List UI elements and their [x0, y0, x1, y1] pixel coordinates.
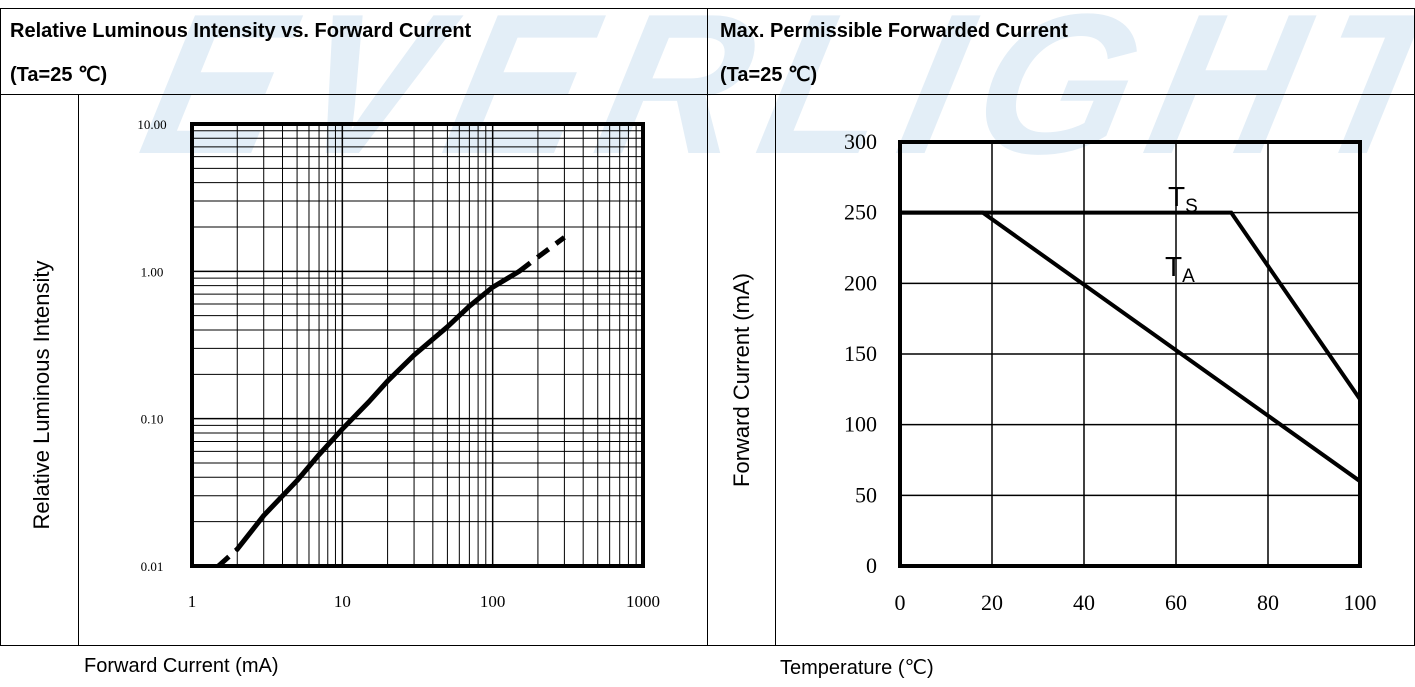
y-tick-label: 150	[844, 341, 877, 366]
derating-line-ts	[900, 210, 1362, 566]
intensity-curve	[234, 268, 522, 552]
x-tick-label: 1000	[626, 592, 660, 611]
column-divider	[707, 8, 708, 645]
y-tick-label: 100	[844, 412, 877, 437]
y-tick-label: 1.00	[141, 264, 164, 279]
y-tick-label: 200	[844, 270, 877, 295]
right-label-divider	[775, 94, 776, 645]
luminous-intensity-chart: 1 10 100 1000 10.00 1.00 0.10 0.01	[137, 117, 660, 611]
series-label-ta: TA	[1165, 251, 1195, 287]
left-panel-condition: (Ta=25 ℃)	[10, 64, 108, 86]
x-tick-label: 60	[1165, 590, 1187, 615]
left-x-axis-label: Forward Current (mA)	[84, 655, 279, 677]
y-tick-label: 0.10	[141, 412, 164, 427]
x-tick-label: 1	[188, 592, 197, 611]
y-tick-label: 250	[844, 200, 877, 225]
y-tick-label: 0.01	[141, 559, 164, 574]
x-tick-label: 100	[1344, 590, 1377, 615]
x-tick-label: 20	[981, 590, 1003, 615]
x-tick-label: 80	[1257, 590, 1279, 615]
y-tick-label: 10.00	[137, 117, 166, 132]
table-bottom-border	[0, 645, 1415, 646]
left-label-divider	[78, 94, 79, 645]
x-tick-label: 10	[334, 592, 351, 611]
x-tick-label: 40	[1073, 590, 1095, 615]
series-label-ts: TS	[1168, 181, 1198, 217]
left-panel-title: Relative Luminous Intensity vs. Forward …	[10, 20, 472, 42]
right-panel-condition: (Ta=25 ℃)	[720, 64, 818, 86]
plot-frame	[190, 122, 645, 568]
intensity-curve-extrapolated-low	[216, 547, 239, 568]
intensity-curve-extrapolated-high	[517, 235, 566, 274]
x-tick-label: 100	[480, 592, 506, 611]
y-tick-label: 50	[855, 482, 877, 507]
right-panel-title: Max. Permissible Forwarded Current	[720, 20, 1068, 42]
plot-frame	[898, 140, 1362, 568]
y-tick-label: 300	[844, 129, 877, 154]
right-x-axis-label: Temperature (℃)	[780, 657, 934, 679]
derating-line-ta	[900, 210, 1362, 566]
x-tick-label: 0	[895, 590, 906, 615]
table-left-border	[0, 8, 1, 645]
y-tick-label: 0	[866, 553, 877, 578]
